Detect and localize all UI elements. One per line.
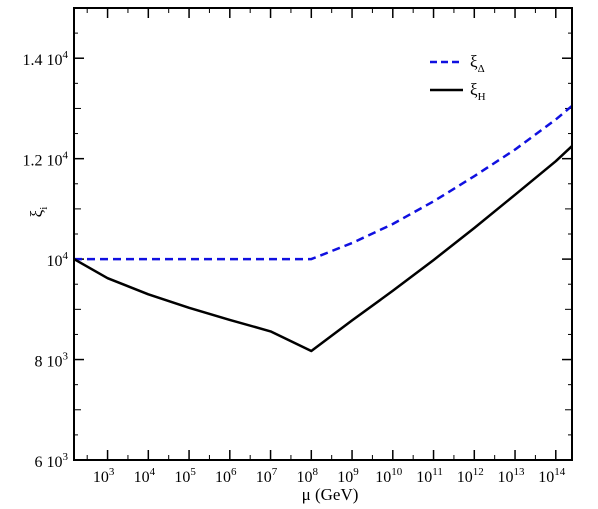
- y-axis-label: ξi: [27, 207, 50, 218]
- series-layer: [73, 104, 573, 353]
- x-tick-label-8: 1011: [416, 466, 443, 486]
- x-tick-label-2: 105: [174, 466, 196, 486]
- series-xi-delta-line: [74, 104, 573, 261]
- x-axis-label: μ (GeV): [302, 485, 359, 504]
- x-tick-label-1: 104: [134, 466, 156, 486]
- legend: ξΔ ξH: [430, 52, 486, 103]
- x-tick-label-9: 1012: [457, 466, 484, 486]
- labels-layer: 103 104 105 106 107 108 109 1010 1011 1012 1013 101…: [23, 49, 566, 486]
- y-tick-label-0: 6 103: [35, 451, 69, 471]
- x-tick-label-11: 1014: [538, 466, 566, 486]
- y-tick-label-2: 104: [47, 250, 69, 270]
- y-tick-label-3: 1.2 104: [23, 150, 69, 170]
- x-tick-label-10: 1013: [498, 466, 526, 486]
- x-tick-label-4: 107: [256, 466, 278, 486]
- y-tick-label-4: 1.4 104: [23, 49, 69, 69]
- x-tick-label-0: 103: [93, 466, 115, 486]
- x-tick-label-7: 1010: [375, 466, 403, 486]
- legend-label-xi-h: ξH: [470, 80, 486, 103]
- plot-frame: [73, 7, 573, 461]
- legend-label-xi-delta: ξΔ: [470, 52, 485, 75]
- x-tick-label-3: 106: [215, 466, 237, 486]
- x-tick-label-5: 108: [297, 466, 319, 486]
- y-tick-label-1: 8 103: [35, 351, 69, 371]
- series-xi-h-line: [73, 145, 573, 353]
- x-tick-label-6: 109: [337, 466, 359, 486]
- ticks-layer: [74, 8, 572, 461]
